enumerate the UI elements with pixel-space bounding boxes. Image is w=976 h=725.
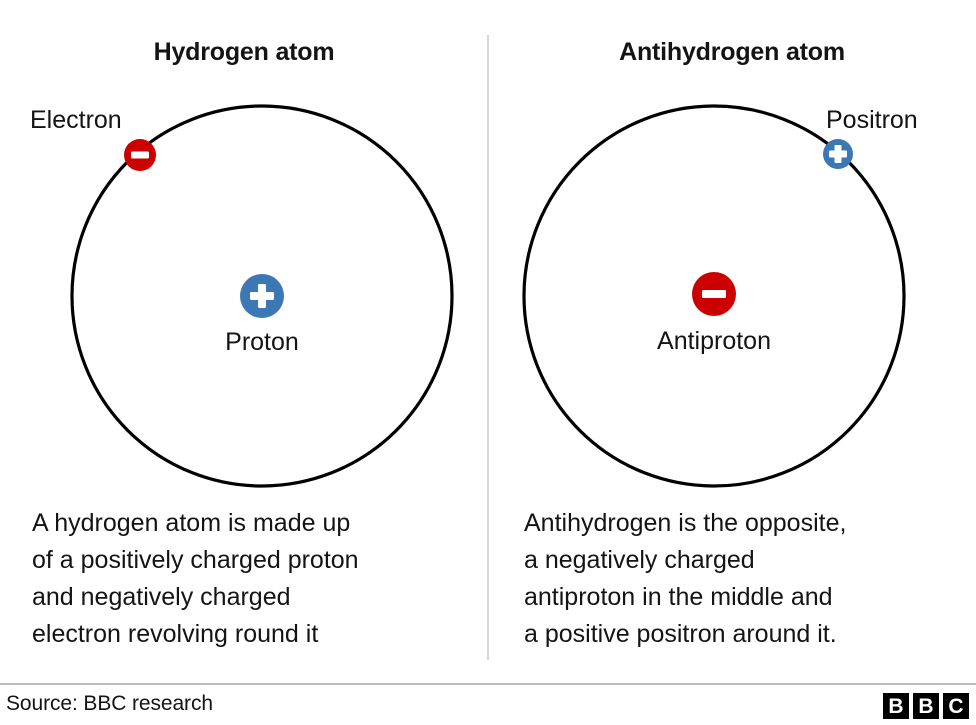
panel-antihydrogen: Antihydrogen atom Positron Antiproton An…: [488, 0, 976, 670]
plus-icon-vertical: [258, 284, 266, 308]
panel-hydrogen: Hydrogen atom Electron Proton A hydrogen…: [0, 0, 488, 670]
caption-line: A hydrogen atom is made up: [32, 509, 351, 537]
caption-line: a negatively charged: [524, 546, 755, 574]
panel-title-antihydrogen: Antihydrogen atom: [619, 38, 845, 66]
footer-divider: [0, 683, 976, 685]
atom-diagram-hydrogen: Electron Proton: [30, 104, 454, 488]
bbc-logo: B B C: [883, 693, 969, 719]
panel-divider: [487, 35, 489, 660]
caption-line: and negatively charged: [32, 583, 291, 611]
plus-icon-vertical: [834, 145, 842, 163]
electron-label: Electron: [30, 106, 122, 134]
caption-line: a positive positron around it.: [524, 620, 837, 648]
antiproton-label: Antiproton: [657, 327, 771, 355]
bbc-logo-letter: B: [913, 693, 939, 719]
proton-particle: [240, 274, 284, 318]
atom-diagram-antihydrogen: Positron Antiproton: [522, 104, 918, 488]
caption-antihydrogen: Antihydrogen is the opposite, a negative…: [524, 505, 954, 653]
bbc-logo-letter: C: [943, 693, 969, 719]
caption-line: Antihydrogen is the opposite,: [524, 509, 847, 537]
caption-line: electron revolving round it: [32, 620, 319, 648]
positron-label: Positron: [826, 106, 918, 134]
minus-icon: [131, 151, 149, 159]
source-attribution: Source: BBC research: [6, 692, 213, 715]
caption-hydrogen: A hydrogen atom is made up of a positive…: [32, 505, 462, 653]
minus-icon: [702, 290, 726, 298]
orbit-ring-antihydrogen: [522, 104, 906, 488]
caption-line: antiproton in the middle and: [524, 583, 833, 611]
electron-particle: [124, 139, 156, 171]
proton-label: Proton: [225, 328, 299, 356]
panel-title-hydrogen: Hydrogen atom: [153, 38, 335, 66]
footer: Source: BBC research B B C: [0, 670, 976, 725]
caption-line: of a positively charged proton: [32, 546, 359, 574]
orbit-ring-hydrogen: [70, 104, 454, 488]
antiproton-particle: [692, 272, 736, 316]
bbc-logo-letter: B: [883, 693, 909, 719]
positron-particle: [823, 139, 853, 169]
